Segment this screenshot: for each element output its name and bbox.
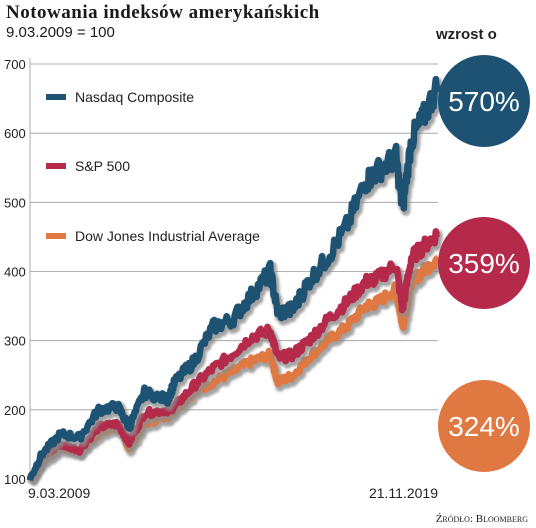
growth-badge — [438, 380, 530, 472]
growth-badge-label: 324% — [448, 411, 520, 442]
growth-column-label: wzrost o — [436, 26, 497, 43]
y-tick-label: 500 — [4, 195, 26, 210]
growth-badges: 570% 359% 324% — [438, 55, 530, 472]
legend-label: S&P 500 — [75, 158, 130, 174]
series-line-1 — [26, 228, 441, 481]
y-tick-label: 200 — [4, 403, 26, 418]
growth-badge-label: 359% — [448, 248, 520, 279]
series-line-0 — [26, 75, 442, 482]
x-axis: 9.03.2009 21.11.2019 — [28, 485, 438, 501]
growth-badge — [438, 217, 530, 309]
growth-badge — [438, 55, 530, 147]
legend-label: Dow Jones Industrial Average — [75, 228, 260, 244]
chart-title: Notowania indeksów amerykańskich — [6, 2, 320, 23]
y-tick-label: 600 — [4, 126, 26, 141]
y-tick-label: 700 — [4, 57, 26, 72]
y-tick-label: 100 — [4, 472, 26, 487]
source-note: Źródło: Bloomberg — [435, 513, 528, 525]
growth-badge-label: 570% — [448, 86, 520, 117]
y-tick-label: 300 — [4, 334, 26, 349]
y-tick-label: 400 — [4, 265, 26, 280]
legend-label: Nasdaq Composite — [75, 89, 194, 105]
x-tick-label-end: 21.11.2019 — [369, 485, 438, 501]
y-axis: 100 200 300 400 500 600 700 — [4, 57, 26, 487]
x-tick-label-start: 9.03.2009 — [28, 485, 90, 501]
chart-subtitle: 9.03.2009 = 100 — [6, 24, 115, 41]
series-lines — [26, 75, 445, 486]
legend: Nasdaq Composite S&P 500 Dow Jones Industr… — [46, 89, 260, 244]
